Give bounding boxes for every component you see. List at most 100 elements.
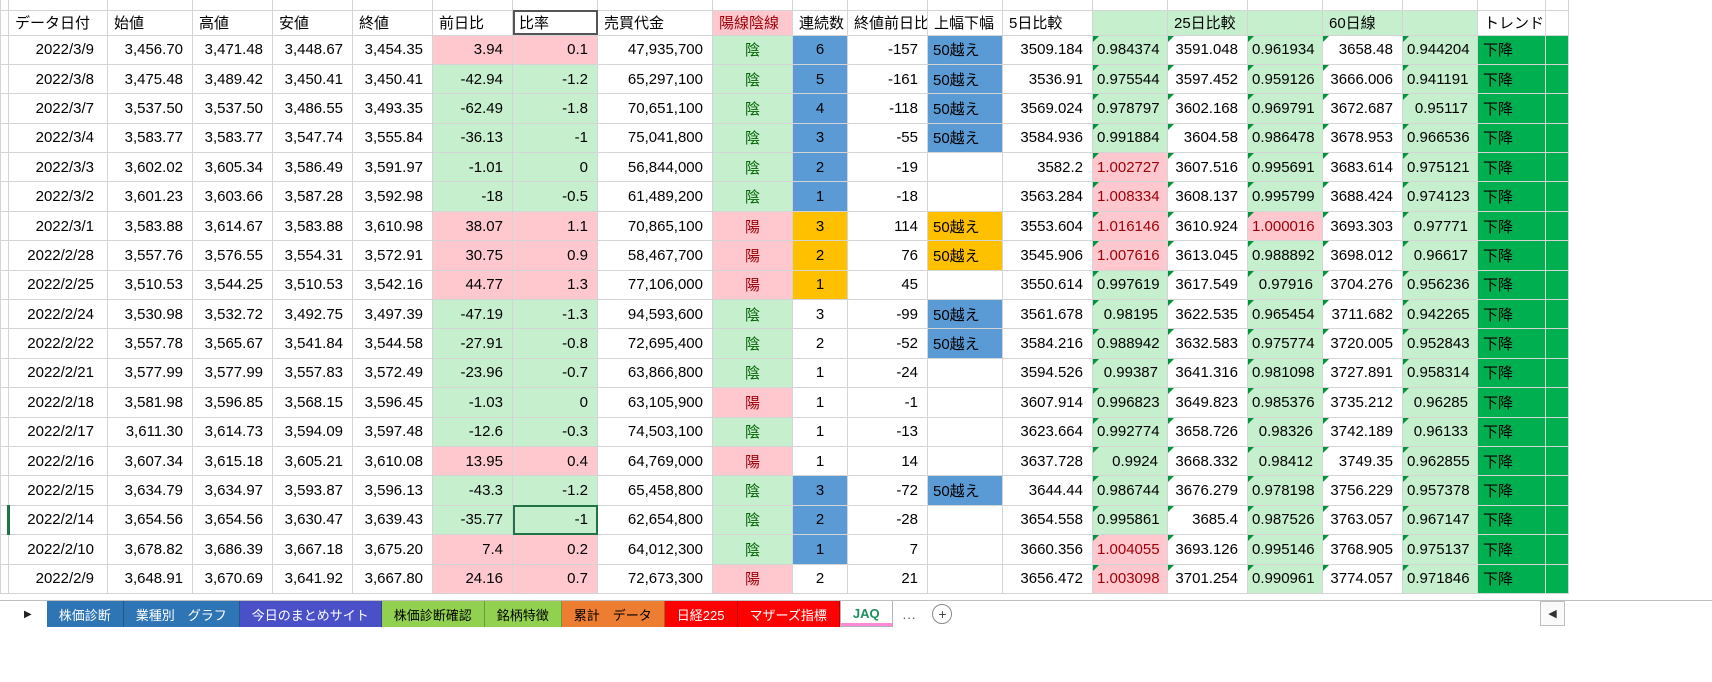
- cell-trend-fill[interactable]: [1545, 122, 1569, 154]
- cell-open[interactable]: 3,530.98: [107, 299, 193, 330]
- cell-d5[interactable]: 3582.2: [1002, 152, 1093, 183]
- sheet-tab-JAQ[interactable]: JAQ: [839, 601, 893, 627]
- cell-close[interactable]: 3,610.08: [352, 445, 433, 477]
- cell-high[interactable]: 3,654.56: [192, 504, 273, 536]
- cell-high[interactable]: 3,576.55: [192, 240, 273, 271]
- cell-value[interactable]: 62,654,800: [597, 504, 713, 536]
- cell-low[interactable]: 3,630.47: [272, 504, 353, 536]
- cell-open[interactable]: 3,537.50: [107, 93, 193, 124]
- cell-d25r[interactable]: 0.975774: [1247, 328, 1323, 359]
- cell-open[interactable]: 3,581.98: [107, 387, 193, 418]
- cell-d60r[interactable]: 0.96133: [1402, 416, 1478, 447]
- cell-candle[interactable]: 陰: [712, 416, 793, 447]
- cell-date[interactable]: 2022/3/2: [8, 181, 108, 212]
- cell-high[interactable]: 3,471.48: [192, 34, 273, 65]
- cell-trend-fill[interactable]: [1545, 416, 1569, 447]
- cell-streak[interactable]: 1: [792, 534, 848, 565]
- cell-high[interactable]: 3,603.66: [192, 181, 273, 212]
- cell-value[interactable]: 94,593,600: [597, 299, 713, 330]
- column-header-連続数[interactable]: 連続数: [792, 9, 848, 36]
- cell-open[interactable]: 3,654.56: [107, 504, 193, 536]
- cell-chg[interactable]: -18: [432, 181, 513, 212]
- cell-chg2[interactable]: -55: [847, 122, 928, 154]
- cell-close[interactable]: 3,596.13: [352, 475, 433, 506]
- column-header-始値[interactable]: 始値: [107, 9, 193, 36]
- cell-streak[interactable]: 1: [792, 357, 848, 389]
- cell-chg[interactable]: -47.19: [432, 299, 513, 330]
- cell-trend-fill[interactable]: [1545, 240, 1569, 271]
- cell-open[interactable]: 3,577.99: [107, 357, 193, 389]
- cell-date[interactable]: 2022/3/4: [8, 122, 108, 154]
- cell-streak[interactable]: 2: [792, 504, 848, 536]
- cell-d25r[interactable]: 0.995799: [1247, 181, 1323, 212]
- cell-pct[interactable]: -1.8: [512, 93, 598, 124]
- cell-d5[interactable]: 3644.44: [1002, 475, 1093, 506]
- cell-trend[interactable]: 下降: [1477, 416, 1546, 447]
- cell-trend[interactable]: 下降: [1477, 93, 1546, 124]
- cell-d25[interactable]: 3617.549: [1167, 269, 1248, 301]
- cell-width[interactable]: [927, 563, 1003, 594]
- cell-d25[interactable]: 3607.516: [1167, 152, 1248, 183]
- cell-value[interactable]: 75,041,800: [597, 122, 713, 154]
- cell-open[interactable]: 3,602.02: [107, 152, 193, 183]
- cell-chg2[interactable]: -161: [847, 63, 928, 95]
- cell-close[interactable]: 3,639.43: [352, 504, 433, 536]
- cell-chg2[interactable]: -24: [847, 357, 928, 389]
- cell-low[interactable]: 3,510.53: [272, 269, 353, 301]
- cell-date[interactable]: 2022/3/1: [8, 210, 108, 242]
- cell-d60[interactable]: 3735.212: [1322, 387, 1403, 418]
- cell-d25r[interactable]: 0.98326: [1247, 416, 1323, 447]
- cell-d25[interactable]: 3685.4: [1167, 504, 1248, 536]
- cell-open[interactable]: 3,634.79: [107, 475, 193, 506]
- cell-date[interactable]: 2022/3/8: [8, 63, 108, 95]
- cell-d25r[interactable]: 0.995146: [1247, 534, 1323, 565]
- cell-pct[interactable]: -0.5: [512, 181, 598, 212]
- cell-d5[interactable]: 3550.614: [1002, 269, 1093, 301]
- cell-d60r[interactable]: 0.975121: [1402, 152, 1478, 183]
- cell-d25r[interactable]: 0.988892: [1247, 240, 1323, 271]
- cell-chg2[interactable]: -157: [847, 34, 928, 65]
- cell-date[interactable]: 2022/2/22: [8, 328, 108, 359]
- cell-trend-fill[interactable]: [1545, 357, 1569, 389]
- cell-d60r[interactable]: 0.95117: [1402, 93, 1478, 124]
- cell-close[interactable]: 3,572.91: [352, 240, 433, 271]
- cell-trend-fill[interactable]: [1545, 563, 1569, 594]
- cell-streak[interactable]: 2: [792, 563, 848, 594]
- cell-chg[interactable]: -62.49: [432, 93, 513, 124]
- cell-d5r[interactable]: 0.978797: [1092, 93, 1168, 124]
- cell-chg[interactable]: -1.03: [432, 387, 513, 418]
- cell-pct[interactable]: 0.7: [512, 563, 598, 594]
- cell-pct[interactable]: -1.3: [512, 299, 598, 330]
- cell-chg2[interactable]: -52: [847, 328, 928, 359]
- cell-d60[interactable]: 3678.953: [1322, 122, 1403, 154]
- cell-high[interactable]: 3,670.69: [192, 563, 273, 594]
- sheet-tab-銘柄特徴[interactable]: 銘柄特徴: [484, 601, 562, 627]
- cell-d60[interactable]: 3666.006: [1322, 63, 1403, 95]
- cell-d25r[interactable]: 0.98412: [1247, 445, 1323, 477]
- cell-width[interactable]: 50越え: [927, 210, 1003, 242]
- cell-low[interactable]: 3,641.92: [272, 563, 353, 594]
- cell-date[interactable]: 2022/2/15: [8, 475, 108, 506]
- column-header-データ日付[interactable]: データ日付: [8, 9, 108, 36]
- cell-d5[interactable]: 3654.558: [1002, 504, 1093, 536]
- cell-width[interactable]: [927, 445, 1003, 477]
- cell-close[interactable]: 3,454.35: [352, 34, 433, 65]
- cell-candle[interactable]: 陰: [712, 328, 793, 359]
- cell-d5r[interactable]: 1.007616: [1092, 240, 1168, 271]
- cell-candle[interactable]: 陰: [712, 299, 793, 330]
- cell-value[interactable]: 64,769,000: [597, 445, 713, 477]
- cell-date[interactable]: 2022/2/18: [8, 387, 108, 418]
- cell-streak[interactable]: 6: [792, 34, 848, 65]
- cell-date[interactable]: 2022/2/25: [8, 269, 108, 301]
- cell-d25[interactable]: 3608.137: [1167, 181, 1248, 212]
- cell-value[interactable]: 72,695,400: [597, 328, 713, 359]
- cell-streak[interactable]: 3: [792, 299, 848, 330]
- cell-high[interactable]: 3,634.97: [192, 475, 273, 506]
- cell-trend-fill[interactable]: [1545, 445, 1569, 477]
- cell-trend[interactable]: 下降: [1477, 63, 1546, 95]
- cell-d25r[interactable]: 0.995691: [1247, 152, 1323, 183]
- cell-candle[interactable]: 陽: [712, 269, 793, 301]
- cell-close[interactable]: 3,667.80: [352, 563, 433, 594]
- cell-d60[interactable]: 3672.687: [1322, 93, 1403, 124]
- cell-d5[interactable]: 3561.678: [1002, 299, 1093, 330]
